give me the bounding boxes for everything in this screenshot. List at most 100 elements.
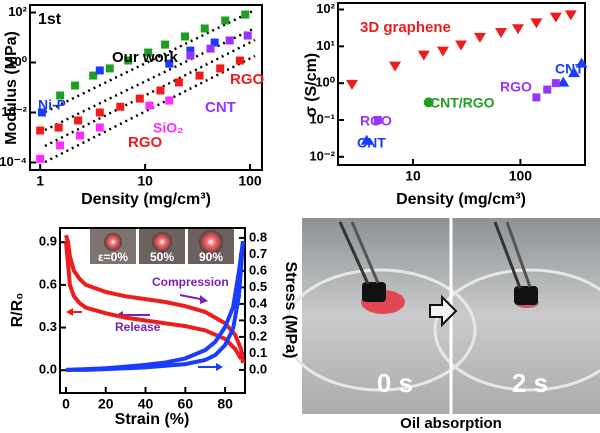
annotation: RGO xyxy=(360,113,392,129)
marker xyxy=(532,93,541,102)
y-axis-title: R/R₀ xyxy=(9,293,26,328)
x-tick-label: 100 xyxy=(509,168,533,184)
marker xyxy=(241,10,250,19)
photo: 0 s 2 s Oil absorption xyxy=(283,218,600,432)
annotation: SiO₂ xyxy=(153,120,183,136)
y-tick-label: 0.6 xyxy=(39,276,57,291)
photo-label: 2 s xyxy=(512,368,548,398)
y2-tick-label: 0.1 xyxy=(249,345,267,360)
y2-axis-title: Stress (MPa) xyxy=(282,262,299,359)
x-axis-title: Density (mg/cm³) xyxy=(81,191,211,208)
marker xyxy=(156,86,165,95)
marker xyxy=(495,27,508,38)
marker xyxy=(473,32,486,43)
plot-frame xyxy=(29,4,263,171)
marker xyxy=(56,141,65,150)
annotation: Compression xyxy=(152,275,229,289)
annotation: RGO xyxy=(500,79,532,95)
x-tick-label: 40 xyxy=(138,396,154,412)
x-tick-label: 10 xyxy=(137,173,153,189)
y-tick-label: 10⁻¹ xyxy=(309,111,335,126)
marker xyxy=(225,36,234,45)
y-tick-label: 0.0 xyxy=(39,362,57,377)
marker xyxy=(551,79,560,88)
annotation: CNT/RGO xyxy=(430,95,495,111)
marker xyxy=(174,78,183,87)
y-tick-label: 0.9 xyxy=(39,234,57,249)
marker xyxy=(221,16,230,25)
marker xyxy=(564,10,577,21)
y-tick-label: 10² xyxy=(8,4,27,19)
x-axis-title: Strain (%) xyxy=(115,411,190,428)
marker xyxy=(530,18,543,29)
marker xyxy=(511,24,524,35)
x-tick-label: 100 xyxy=(238,173,262,189)
marker xyxy=(89,71,98,80)
marker xyxy=(37,108,46,117)
marker xyxy=(95,108,104,117)
marker xyxy=(543,85,552,94)
marker xyxy=(54,123,63,132)
marker xyxy=(455,40,468,51)
annotation: Ni-P xyxy=(38,97,66,113)
y2-tick-label: 0.7 xyxy=(249,246,267,261)
x-tick-label: 1 xyxy=(36,173,44,189)
marker xyxy=(76,131,85,140)
y-tick-label: 10⁻² xyxy=(1,104,27,119)
marker xyxy=(200,24,209,33)
annotation: 1st xyxy=(38,11,62,28)
marker xyxy=(423,97,434,108)
marker xyxy=(105,64,114,73)
marker xyxy=(345,79,358,90)
y2-tick-label: 0.4 xyxy=(249,295,268,310)
arrows xyxy=(66,294,223,371)
marker xyxy=(235,56,244,65)
marker xyxy=(195,71,204,80)
marker xyxy=(135,94,144,103)
marker xyxy=(417,50,430,61)
marker xyxy=(210,38,219,47)
annotation: Our work xyxy=(112,49,179,66)
y-tick-label: 10⁻⁴ xyxy=(0,154,27,169)
inset-label: 50% xyxy=(150,250,174,264)
x-tick-label: 60 xyxy=(178,396,194,412)
annotation: CNT xyxy=(555,61,584,77)
y-tick-label: 10¹ xyxy=(316,38,335,53)
marker xyxy=(575,57,588,68)
y-tick-label: 10⁻² xyxy=(309,148,335,163)
marker xyxy=(181,32,190,41)
y2-tick-label: 0.3 xyxy=(249,312,267,327)
y2-tick-label: 0.2 xyxy=(249,328,267,343)
y-tick-label: 10⁰ xyxy=(7,54,27,69)
y-axis-title: σ (S/cm) xyxy=(303,53,320,117)
line xyxy=(66,241,245,372)
marker xyxy=(436,46,449,57)
x-tick-label: 10 xyxy=(405,168,421,184)
marker xyxy=(95,123,104,132)
marker xyxy=(74,116,83,125)
x-axis-title: Density (mg/cm³) xyxy=(396,191,526,208)
marker xyxy=(36,154,45,163)
marker xyxy=(116,102,125,111)
y-axis-title: Modulus (MPa) xyxy=(3,31,20,145)
photo-caption: Oil absorption xyxy=(400,415,502,432)
y2-tick-label: 0.8 xyxy=(249,229,267,244)
marker xyxy=(373,115,382,124)
annotation: CNT xyxy=(205,99,236,116)
y2-tick-label: 0.0 xyxy=(249,361,267,376)
x-tick-label: 20 xyxy=(98,396,114,412)
marker xyxy=(161,40,170,49)
y-tick-label: 10⁰ xyxy=(315,75,335,90)
marker xyxy=(165,96,174,105)
marker xyxy=(243,31,252,40)
annotation: 3D graphene xyxy=(360,19,451,36)
marker xyxy=(124,56,133,65)
marker xyxy=(549,12,562,23)
line xyxy=(64,234,245,364)
marker xyxy=(71,81,80,90)
marker xyxy=(165,59,174,68)
plot-frame xyxy=(59,227,246,394)
photo-label: 0 s xyxy=(377,368,413,398)
marker xyxy=(95,66,104,75)
